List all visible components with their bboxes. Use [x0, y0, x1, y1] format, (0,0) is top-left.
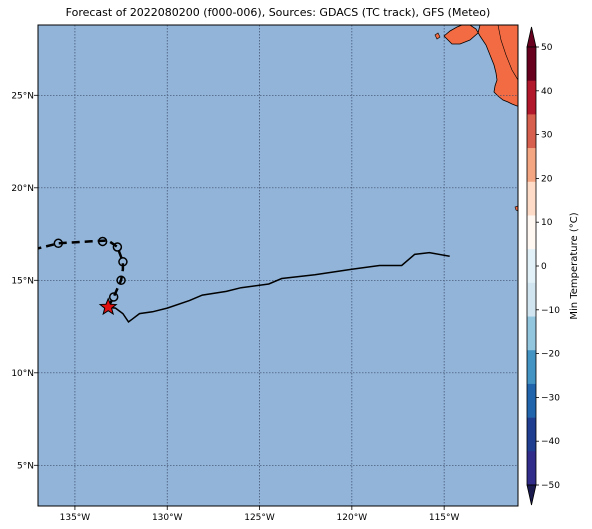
track-layer: [38, 236, 450, 323]
colorbar-tick-label: −50: [541, 481, 560, 491]
forecast-track-line: [38, 239, 125, 308]
colorbar-tick-label: 10: [541, 218, 553, 228]
colorbar-segment: [527, 47, 536, 81]
colorbar-ticks: 50 40 30 20 10 0 −10 −20 −30 −40 −50: [536, 43, 560, 491]
right-edge-island: [514, 205, 518, 212]
colorbar-segment: [527, 181, 536, 216]
colorbar-tick-label: −30: [541, 393, 560, 403]
colorbar-tick-label: −40: [541, 437, 560, 447]
colorbar: 50 40 30 20 10 0 −10 −20 −30 −40 −50 Min Temperatu…: [526, 26, 580, 506]
colorbar-segment: [527, 417, 536, 452]
forecast-position-marker: [118, 257, 128, 267]
colorbar-tick-label: −20: [541, 350, 560, 360]
y-tick-label: 20°N: [11, 184, 34, 194]
colorbar-tick-label: −10: [541, 306, 560, 316]
colorbar-segment: [527, 316, 536, 351]
x-tick-label: 120°W: [337, 513, 368, 523]
forecast-position-marker: [116, 275, 126, 286]
x-axis: 135°W 130°W 125°W 120°W 115°W: [60, 506, 460, 523]
colorbar-tick-label: 30: [541, 131, 553, 141]
colorbar-segment: [527, 114, 536, 149]
y-tick-label: 25°N: [11, 91, 34, 101]
colorbar-bottom-arrow: [526, 484, 537, 506]
x-tick-label: 130°W: [152, 513, 183, 523]
past-track-line: [106, 251, 450, 323]
colorbar-segment: [527, 383, 536, 418]
colorbar-tick-label: 40: [541, 87, 553, 97]
colorbar-segment: [527, 80, 536, 115]
small-island: [434, 32, 441, 40]
forecast-points: [53, 236, 128, 302]
x-tick-label: 135°W: [60, 513, 91, 523]
colorbar-top-arrow: [526, 26, 537, 48]
colorbar-segment: [527, 215, 536, 250]
forecast-position-marker: [108, 292, 119, 302]
colorbar-segment: [527, 282, 536, 317]
colorbar-tick-label: 50: [541, 43, 553, 53]
colorbar-tick-label: 20: [541, 174, 553, 184]
y-tick-label: 15°N: [11, 276, 34, 286]
colorbar-segment: [527, 451, 536, 486]
forecast-position-marker: [53, 238, 64, 249]
y-tick-label: 5°N: [17, 461, 34, 471]
colorbar-segments: [527, 47, 536, 486]
colorbar-label: Min Temperature (°C): [569, 212, 580, 319]
forecast-position-marker: [112, 242, 123, 252]
colorbar-tick-label: 0: [541, 262, 547, 272]
x-tick-label: 125°W: [244, 513, 275, 523]
colorbar-segment: [527, 249, 536, 284]
mainland-mexico-land: [497, 25, 518, 81]
y-tick-label: 10°N: [11, 369, 34, 379]
land-layer: [434, 25, 518, 212]
ocean-area: [38, 25, 518, 506]
current-position-star-icon: [98, 297, 118, 316]
map-title: Forecast of 2022080200 (f000-006), Sourc…: [65, 6, 491, 19]
colorbar-segment: [527, 148, 536, 183]
y-axis: 5°N 10°N 15°N 20°N 25°N: [11, 91, 38, 471]
x-tick-label: 115°W: [429, 513, 460, 523]
colorbar-segment: [527, 350, 536, 385]
forecast-position-marker: [97, 236, 108, 247]
map-frame: [37, 24, 519, 507]
baja-california-land: [443, 25, 518, 107]
